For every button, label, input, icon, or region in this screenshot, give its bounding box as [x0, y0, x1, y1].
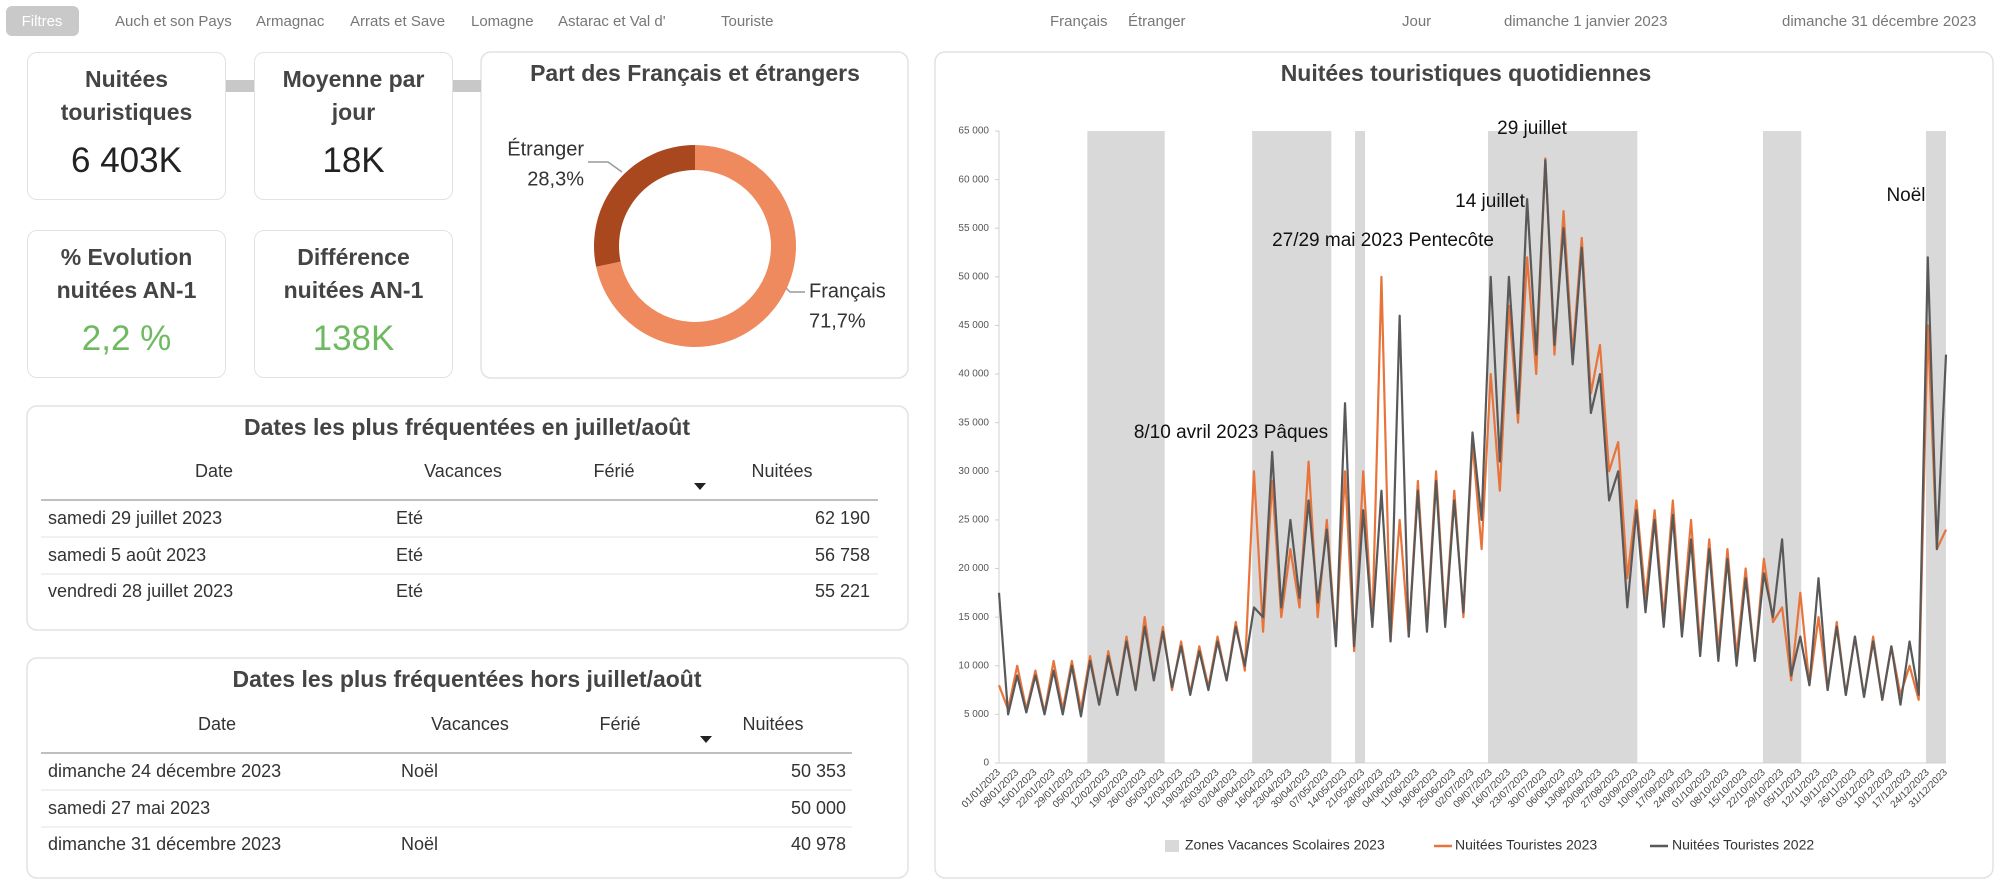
y-tick-label: 20 000 — [958, 563, 989, 574]
donut-label: Français — [809, 280, 886, 302]
filter-item[interactable]: Arrats et Save — [350, 13, 445, 30]
filter-item[interactable]: Astarac et Val d' — [558, 13, 666, 30]
column-header: Date — [195, 461, 233, 481]
sort-arrow — [700, 736, 712, 743]
kpi-title: Moyenne par jour — [282, 66, 425, 125]
cell-nuitees: 50 000 — [791, 798, 846, 818]
filter-item[interactable]: dimanche 31 décembre 2023 — [1782, 13, 1976, 30]
column-header: Vacances — [424, 461, 502, 481]
column-header: Férié — [599, 714, 640, 734]
y-tick-label: 55 000 — [958, 223, 989, 234]
column-header: Nuitées — [751, 461, 812, 481]
kpi-value: 2,2 % — [81, 319, 172, 358]
y-tick-label: 65 000 — [958, 126, 989, 137]
table-card — [26, 657, 909, 879]
y-tick-label: 30 000 — [958, 466, 989, 477]
cell-nuitees: 62 190 — [815, 508, 870, 528]
filter-item[interactable]: Lomagne — [471, 13, 534, 30]
kpi-title: Nuitées touristiques — [60, 66, 193, 125]
y-tick-label: 50 000 — [958, 271, 989, 282]
line-card — [934, 51, 1994, 879]
filter-item[interactable]: Touriste — [721, 13, 774, 30]
column-header: Férié — [593, 461, 634, 481]
cell-date: samedi 5 août 2023 — [48, 545, 206, 565]
holiday-band — [1762, 131, 1802, 763]
column-header: Vacances — [431, 714, 509, 734]
series-line — [997, 159, 1948, 718]
annotation: 14 juillet — [1455, 191, 1525, 212]
column-header: Date — [198, 714, 236, 734]
filter-item[interactable]: Auch et son Pays — [115, 13, 232, 30]
line-title: Nuitées touristiques quotidiennes — [1281, 60, 1652, 86]
annotation: 27/29 mai 2023 Pentecôte — [1272, 230, 1494, 251]
kpi-value: 138K — [312, 319, 395, 358]
kpi-value: 6 403K — [71, 141, 182, 180]
donut-title: Part des Français et étrangers — [530, 60, 860, 86]
cell-date: dimanche 31 décembre 2023 — [48, 834, 281, 854]
legend-label: Nuitées Touristes 2022 — [1672, 837, 1814, 853]
cell-vacances: Noël — [401, 761, 438, 781]
leader-line — [588, 161, 623, 173]
table-title: Dates les plus fréquentées en juillet/ao… — [244, 414, 690, 440]
donut-slice — [594, 145, 695, 267]
connector — [453, 80, 481, 92]
cell-date: dimanche 24 décembre 2023 — [48, 761, 281, 781]
cell-nuitees: 56 758 — [815, 545, 870, 565]
filter-item[interactable]: Armagnac — [256, 13, 325, 30]
filter-item[interactable]: dimanche 1 janvier 2023 — [1504, 13, 1667, 30]
cell-date: samedi 27 mai 2023 — [48, 798, 210, 818]
kpi-value: 18K — [322, 141, 385, 180]
kpi-card: Différence nuitées AN-1 138K — [254, 230, 453, 378]
filter-button[interactable] — [6, 6, 79, 36]
kpi-card: Nuitées touristiques 6 403K — [27, 52, 226, 200]
donut-label: Étranger — [507, 137, 584, 160]
cell-vacances: Noël — [401, 834, 438, 854]
filter-item[interactable]: Jour — [1402, 13, 1431, 30]
holiday-band — [1252, 131, 1332, 763]
cell-nuitees: 50 353 — [791, 761, 846, 781]
holiday-band — [1087, 131, 1165, 763]
table-title: Dates les plus fréquentées hors juillet/… — [232, 666, 701, 692]
legend-label: Nuitées Touristes 2023 — [1455, 837, 1597, 853]
legend-swatch — [1165, 840, 1179, 852]
kpi-title: Différence nuitées AN-1 — [283, 244, 424, 303]
kpi-card: Moyenne par jour 18K — [254, 52, 453, 200]
donut-value-label: 28,3% — [527, 168, 584, 190]
y-tick-label: 40 000 — [958, 369, 989, 380]
sort-arrow — [694, 483, 706, 490]
filter-button-label[interactable]: Filtres — [22, 13, 63, 30]
cell-vacances: Eté — [396, 545, 423, 565]
cell-nuitees: 55 221 — [815, 581, 870, 601]
cell-date: samedi 29 juillet 2023 — [48, 508, 222, 528]
cell-vacances: Eté — [396, 508, 423, 528]
y-tick-label: 5 000 — [964, 709, 989, 720]
legend-label: Zones Vacances Scolaires 2023 — [1185, 837, 1385, 853]
y-tick-label: 15 000 — [958, 612, 989, 623]
cell-date: vendredi 28 juillet 2023 — [48, 581, 233, 601]
holiday-band — [1925, 131, 1946, 763]
annotation: Noël — [1886, 185, 1925, 206]
kpi-card: % Evolution nuitées AN-1 2,2 % — [27, 230, 226, 378]
holiday-band — [1355, 131, 1366, 763]
donut-card — [480, 51, 909, 379]
y-tick-label: 35 000 — [958, 417, 989, 428]
y-tick-label: 25 000 — [958, 515, 989, 526]
annotation: 29 juillet — [1497, 118, 1567, 139]
filter-item[interactable]: Étranger — [1128, 13, 1186, 30]
column-header: Nuitées — [742, 714, 803, 734]
y-tick-label: 0 — [983, 758, 989, 769]
annotation: 8/10 avril 2023 Pâques — [1134, 422, 1328, 443]
donut-value-label: 71,7% — [809, 310, 866, 332]
connector — [226, 80, 254, 92]
y-tick-label: 45 000 — [958, 320, 989, 331]
kpi-title: % Evolution nuitées AN-1 — [56, 244, 197, 303]
cell-vacances: Eté — [396, 581, 423, 601]
y-tick-label: 10 000 — [958, 660, 989, 671]
filter-item[interactable]: Français — [1050, 13, 1108, 30]
y-tick-label: 60 000 — [958, 174, 989, 185]
cell-nuitees: 40 978 — [791, 834, 846, 854]
